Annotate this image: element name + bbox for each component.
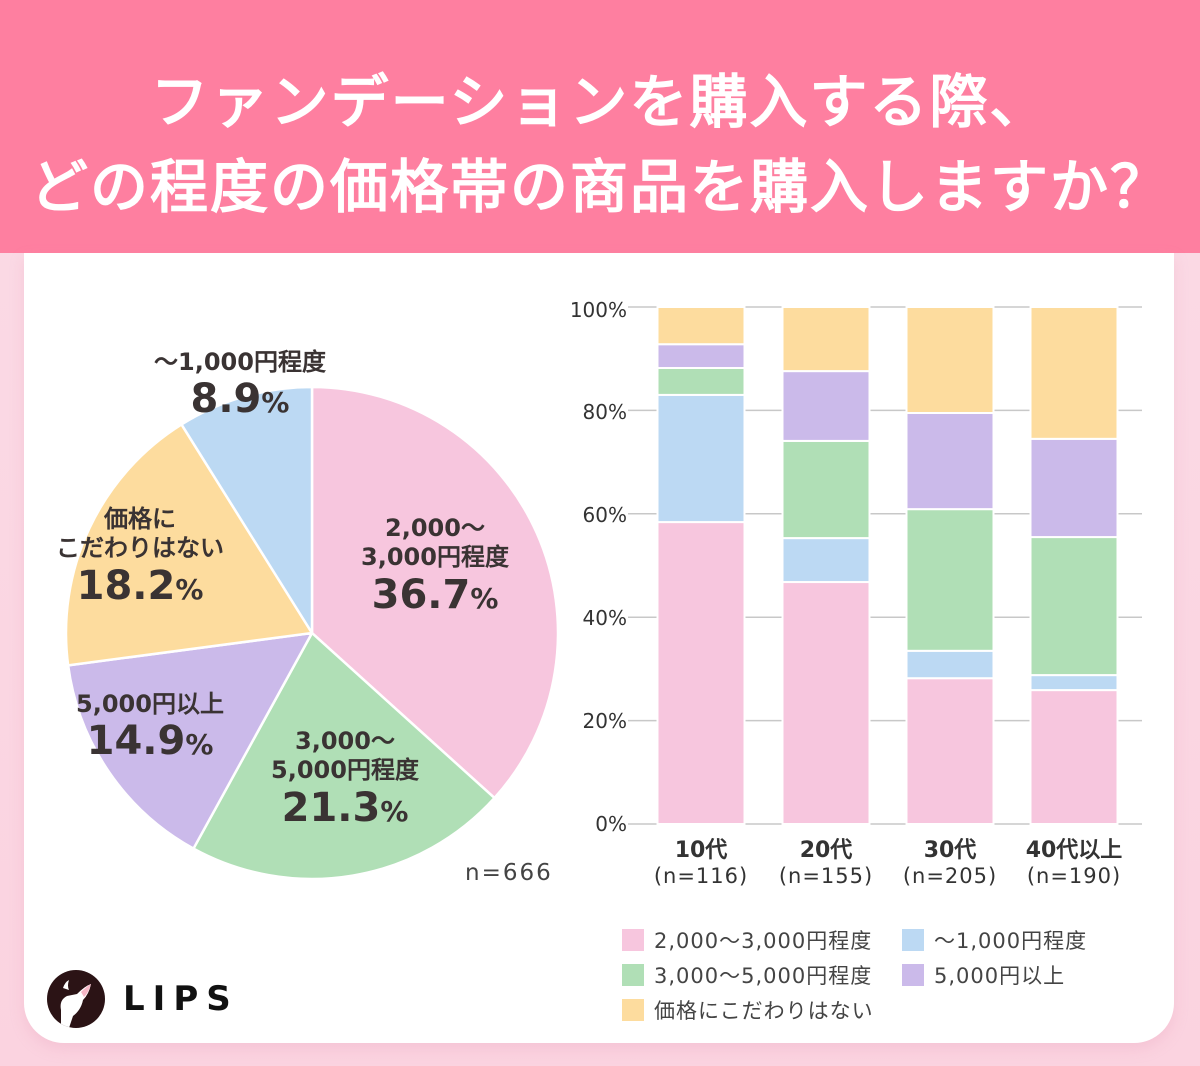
bar-segment-40s-plus-no-preference	[1029, 306, 1119, 440]
bar-segment-10s-no-preference	[656, 306, 746, 346]
x-category-10s: 10代 (n=116)	[653, 838, 749, 889]
bar-segment-30s-no-preference	[905, 306, 995, 414]
bar-segment-40s-plus-under-1000	[1029, 674, 1119, 692]
bar-segment-20s-under-1000	[781, 537, 871, 584]
title-line-1: ファンデーションを購入する際、	[150, 68, 1050, 136]
pie-slice-under-1000	[180, 385, 314, 635]
lips-logo: LIPS	[47, 970, 239, 1028]
bar-segment-30s-under-1000	[905, 649, 995, 680]
pie-label-no-preference: 価格に こだわりはない 18.2%	[56, 505, 224, 609]
bar-segment-20s-2000-3000	[781, 581, 871, 825]
y-tick-0: 0%	[595, 812, 627, 836]
pie-label-3000-5000: 3,000〜 5,000円程度 21.3%	[271, 727, 419, 831]
pie-label-under-1000: 〜1,000円程度 8.9%	[154, 348, 326, 423]
pie-slice-5000-plus	[66, 631, 314, 850]
bar-segment-10s-under-1000	[656, 393, 746, 524]
header-banner: ファンデーションを購入する際、 どの程度の価格帯の商品を購入しますか？	[0, 0, 1200, 253]
pie-slice-2000-3000	[310, 385, 560, 800]
legend-item-5000-plus: 5,000円以上	[902, 960, 1065, 990]
pie-sample-size: n=666	[465, 860, 553, 886]
pie-label-5000-plus: 5,000円以上 14.9%	[76, 690, 224, 765]
bar-segment-20s-no-preference	[781, 306, 871, 373]
legend-swatch-orange	[622, 999, 644, 1021]
bar-segment-20s-3000-5000	[781, 439, 871, 540]
legend-item-3000-5000: 3,000〜5,000円程度	[622, 960, 872, 990]
pie-slice-no-preference	[64, 423, 314, 667]
bar-segment-30s-5000-plus	[905, 411, 995, 511]
legend-item-under-1000: 〜1,000円程度	[902, 925, 1087, 955]
bar-segment-20s-5000-plus	[781, 370, 871, 442]
bar-segment-30s-2000-3000	[905, 677, 995, 825]
y-tick-100: 100%	[569, 298, 627, 322]
bar-segment-30s-3000-5000	[905, 508, 995, 652]
logo-text: LIPS	[123, 979, 239, 1019]
y-tick-40: 40%	[582, 606, 627, 630]
bar-segment-40s-plus-2000-3000	[1029, 689, 1119, 825]
pie-chart	[64, 385, 560, 881]
y-tick-60: 60%	[582, 503, 627, 527]
pie-label-2000-3000: 2,000〜 3,000円程度 36.7%	[361, 514, 509, 618]
legend-item-2000-3000: 2,000〜3,000円程度	[622, 925, 872, 955]
stacked-bar-chart	[656, 306, 1119, 826]
legend-swatch-green	[622, 964, 644, 986]
bar-segment-10s-2000-3000	[656, 521, 746, 826]
y-tick-20: 20%	[582, 709, 627, 733]
bar-segment-40s-plus-3000-5000	[1029, 536, 1119, 677]
legend-item-no-preference: 価格にこだわりはない	[622, 995, 874, 1025]
legend-swatch-blue	[902, 929, 924, 951]
pie-slice-3000-5000	[192, 631, 496, 881]
x-category-40s-plus: 40代以上 (n=190)	[1025, 838, 1123, 889]
legend-swatch-pink	[622, 929, 644, 951]
y-tick-80: 80%	[582, 400, 627, 424]
x-category-30s: 30代 (n=205)	[902, 838, 998, 889]
bar-segment-40s-plus-5000-plus	[1029, 437, 1119, 539]
legend-swatch-purple	[902, 964, 924, 986]
bar-segment-10s-5000-plus	[656, 343, 746, 370]
title-line-2: どの程度の価格帯の商品を購入しますか？	[29, 153, 1170, 221]
x-category-20s: 20代 (n=155)	[778, 838, 874, 889]
bar-segment-10s-3000-5000	[656, 367, 746, 396]
deer-icon	[47, 970, 105, 1028]
